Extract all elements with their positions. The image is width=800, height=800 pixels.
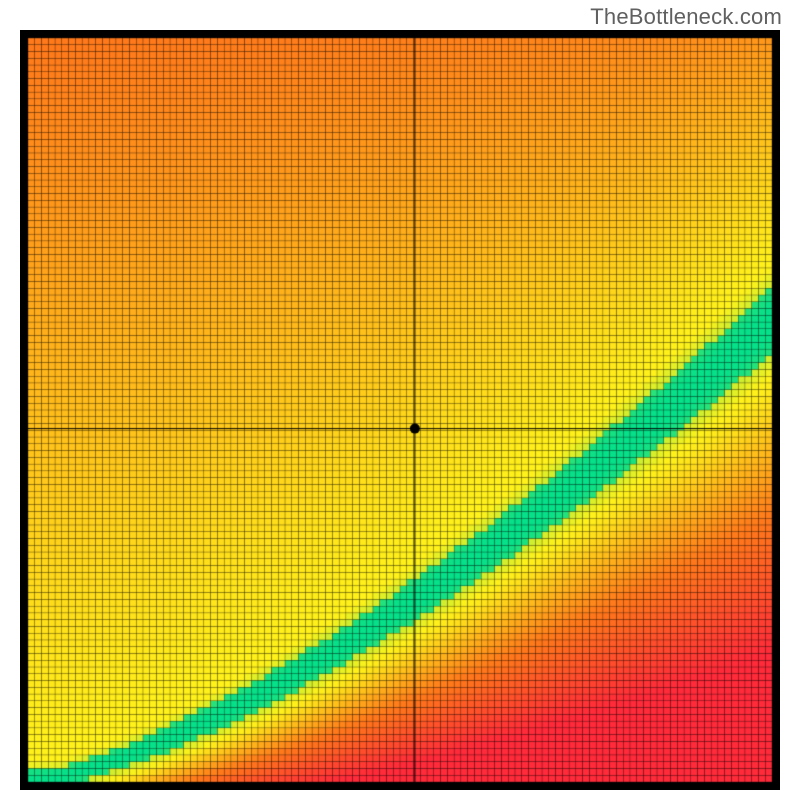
- heatmap-canvas: [20, 30, 780, 790]
- watermark-text: TheBottleneck.com: [590, 4, 782, 30]
- heatmap-plot: [20, 30, 780, 790]
